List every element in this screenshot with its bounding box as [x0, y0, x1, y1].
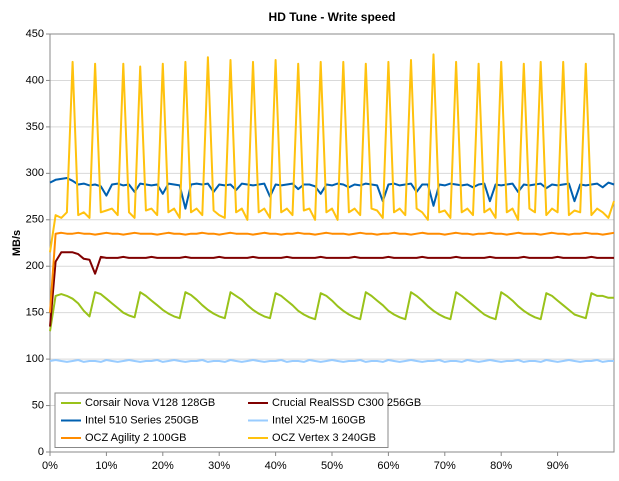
x-tick-label: 70%: [434, 460, 456, 472]
y-tick-label: 150: [26, 307, 44, 319]
y-tick-label: 400: [26, 74, 44, 86]
series-line: [49, 359, 614, 363]
y-axis-title: MB/s: [11, 230, 23, 256]
legend-box: [54, 392, 389, 448]
series-line: [49, 251, 614, 327]
x-tick-label: 50%: [321, 460, 343, 472]
x-tick-label: 60%: [377, 460, 399, 472]
chart-title: HD Tune - Write speed: [269, 10, 396, 24]
series-line: [49, 291, 614, 332]
x-tick-label: 0%: [42, 460, 58, 472]
y-tick-label: 100: [26, 353, 44, 365]
x-tick-label: 80%: [490, 460, 512, 472]
legend-label: Corsair Nova V128 128GB: [85, 397, 215, 409]
y-tick-label: 300: [26, 167, 44, 179]
y-tick-label: 450: [26, 28, 44, 40]
legend-label: OCZ Agility 2 100GB: [85, 432, 187, 444]
y-tick-label: 250: [26, 214, 44, 226]
x-tick-label: 10%: [95, 460, 117, 472]
x-tick-label: 20%: [152, 460, 174, 472]
y-tick-label: 50: [32, 399, 44, 411]
plot-border: [49, 33, 615, 453]
y-tick-label: 0: [38, 446, 44, 458]
y-tick-label: 350: [26, 121, 44, 133]
legend-label: Intel 510 Series 250GB: [85, 414, 199, 426]
x-tick-label: 30%: [208, 460, 230, 472]
legend-label: Crucial RealSSD C300 256GB: [272, 397, 421, 409]
legend-label: Intel X25-M 160GB: [272, 414, 366, 426]
series-line: [49, 231, 615, 313]
y-tick-label: 200: [26, 260, 44, 272]
x-tick-label: 40%: [265, 460, 287, 472]
x-tick-label: 90%: [547, 460, 569, 472]
series-line: [49, 53, 615, 253]
legend-label: OCZ Vertex 3 240GB: [272, 432, 376, 444]
